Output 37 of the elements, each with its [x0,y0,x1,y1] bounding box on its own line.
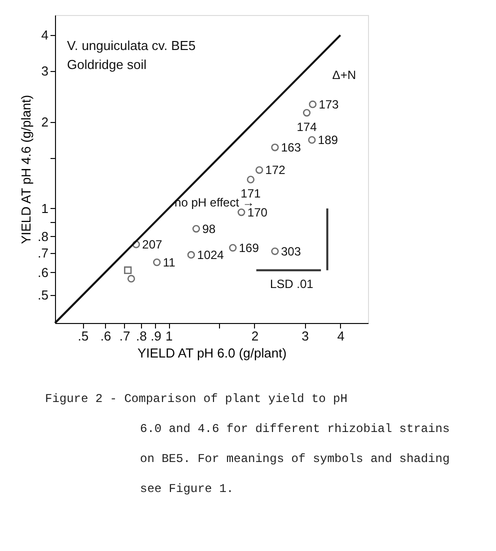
x-tick-label: .6 [100,328,112,344]
annotation: 207 [142,237,163,252]
y-tick-label: 4 [41,28,48,43]
y-tick-label: .7 [38,246,48,261]
annotation: 170 [247,205,268,220]
annotation: 173 [318,97,340,112]
x-tick-label: .7 [119,328,130,344]
y-tick-label: 2 [41,114,48,130]
y-tick-label: .5 [38,288,48,303]
annotation: 174 [296,120,318,134]
annotation: 11 [162,255,176,270]
annotation: 303 [280,244,302,258]
x-tick-label: .5 [78,328,89,344]
text: Figure 2 - Comparison of plant yield to pH 6.0 and 4.6 for different rhizobial strains on BE5. For meanings of symbols and shading see Figure 1. [45,392,450,496]
text: Goldridge soil [67,57,147,72]
x-tick-label: 1 [165,328,173,344]
text: V. unguiculata cv. BE5 [67,38,196,53]
y-tick-label: 1 [41,200,48,216]
annotation: 171 [240,186,262,201]
annotation: 189 [318,132,338,147]
annotation: Δ+N [332,68,356,82]
x-tick-label: 2 [251,328,259,344]
annotation: 98 [202,222,216,236]
annotation: 1024 [197,248,224,262]
x-tick-label: 3 [302,328,309,344]
x-tick-label: .9 [150,328,162,344]
x-tick-label: 4 [337,328,344,344]
y-tick-label: 3 [41,64,48,79]
annotation: LSD .01 [270,277,314,292]
annotation: 169 [238,240,260,255]
y-tick-label: .8 [38,228,48,244]
y-tick-label: .6 [38,264,48,280]
annotation: 172 [265,163,286,178]
x-axis-title: YIELD AT pH 6.0 (g/plant) [137,346,287,360]
annotation: 163 [280,140,302,154]
y-axis-title: YIELD AT pH 4.6 (g/plant) [18,94,34,244]
x-tick-label: .8 [136,328,147,344]
